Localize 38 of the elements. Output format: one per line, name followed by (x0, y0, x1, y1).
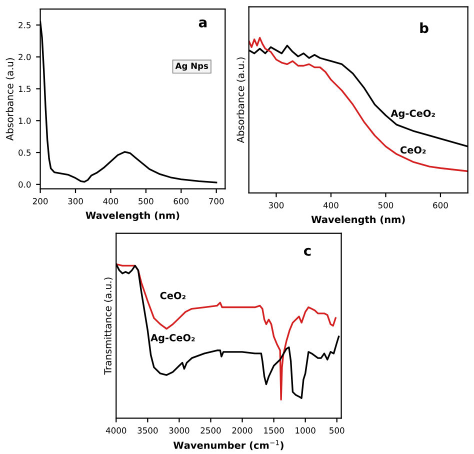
y-tick-label: 0.0 (18, 181, 31, 188)
y-tick-label: 0.5 (18, 150, 31, 156)
x-tick-label: 300 (68, 198, 83, 204)
x-tick-label: 500 (330, 427, 344, 434)
y-tick-label: 2.5 (18, 22, 31, 28)
x-tick-label: 1000 (296, 427, 316, 434)
series-label: Ag-CeO₂ (390, 110, 435, 119)
x-tick-label: 600 (433, 202, 448, 208)
y-axis-title: Absorbance (a.u.) (236, 58, 246, 144)
y-axis-title: Transmittance (a.u.) (104, 278, 113, 375)
x-axis-title: Wavenumber (cm$^{−1}$) (173, 440, 284, 450)
y-tick-label: 1.0 (18, 118, 31, 124)
x-tick-label: 2500 (200, 427, 221, 434)
x-tick-label: 4000 (106, 427, 126, 434)
x-tick-label: 600 (174, 198, 189, 204)
text: c (304, 248, 311, 256)
y-tick-label: 2.0 (18, 54, 31, 60)
x-tick-label: 1500 (264, 427, 284, 434)
x-tick-label: 500 (138, 198, 154, 204)
x-tick-label: 2000 (232, 427, 252, 434)
x-axis-title: Wavelength (nm) (86, 212, 180, 221)
x-tick-label: 3500 (138, 427, 158, 434)
x-tick-label: 400 (323, 202, 338, 208)
x-tick-label: 3000 (169, 427, 190, 434)
series-label: CeO₂ (160, 292, 186, 300)
x-tick-label: 300 (268, 202, 284, 208)
text: b (420, 22, 428, 34)
x-tick-label: 700 (209, 198, 224, 204)
series-label: Ag-CeO₂ (150, 334, 195, 344)
x-tick-label: 200 (32, 198, 48, 204)
annotation: a (198, 20, 207, 28)
y-axis-title: Absorbance (a.u) (6, 58, 14, 141)
x-axis-title: Wavelength (nm) (311, 216, 405, 226)
x-tick-label: 500 (378, 202, 394, 208)
x-tick-label: 400 (103, 198, 118, 204)
annotation: Ag Nps (175, 62, 208, 71)
y-tick-label: 1.5 (18, 86, 31, 92)
series-label: CeO₂ (400, 146, 426, 154)
